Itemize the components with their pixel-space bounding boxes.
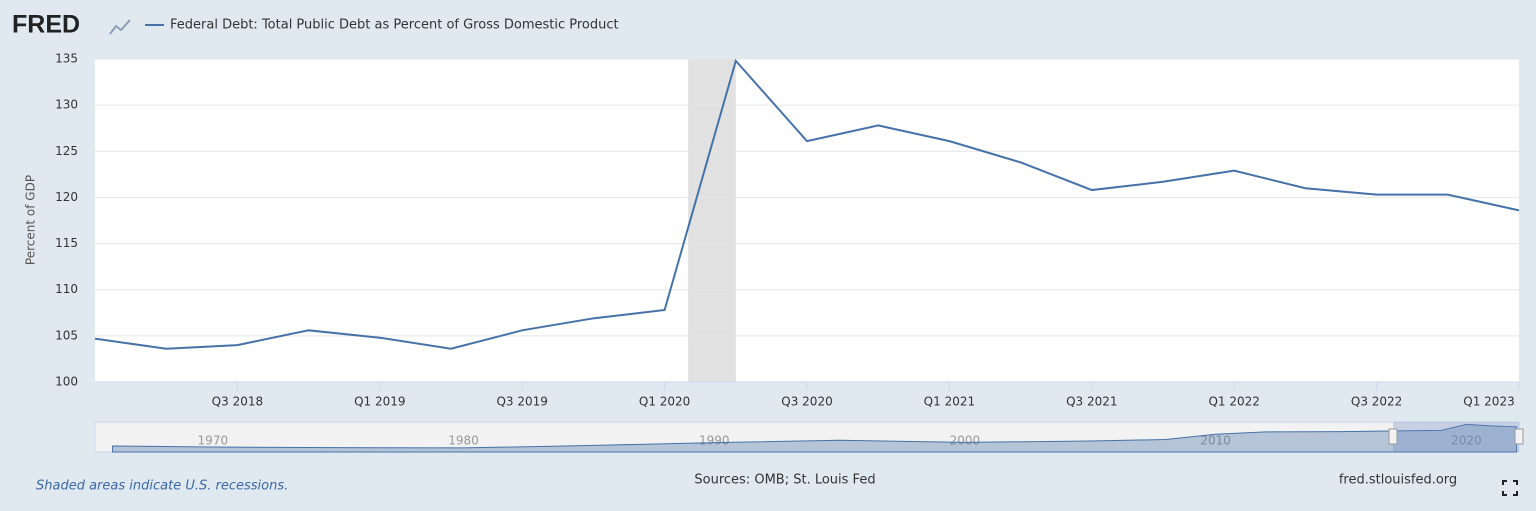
note: Shaded areas indicate U.S. recessions.	[36, 479, 288, 494]
y-tick-label: 105	[55, 328, 78, 342]
navigator-handle[interactable]	[1388, 428, 1398, 445]
x-tick-label: Q1 2020	[639, 395, 690, 409]
source: Sources: OMB; St. Louis Fed	[694, 473, 875, 488]
x-tick-label: Q3 2019	[496, 395, 547, 409]
x-tick-label: Q3 2018	[212, 395, 263, 409]
credit[interactable]: fred.stlouisfed.org	[1339, 473, 1457, 488]
y-tick-label: 120	[55, 190, 78, 204]
x-tick-label: Q1 2019	[354, 395, 405, 409]
x-tick-label: Q1 2023	[1463, 395, 1514, 409]
logo-icon	[109, 19, 131, 35]
x-tick-label: Q1 2022	[1208, 395, 1259, 409]
y-tick-label: 125	[55, 144, 78, 158]
y-tick-label: 115	[55, 236, 78, 250]
navigator-tick-label: 2020	[1451, 434, 1482, 448]
x-tick-label: Q3 2020	[781, 395, 832, 409]
y-tick-label: 135	[55, 52, 78, 66]
x-tick-label: Q1 2021	[924, 395, 975, 409]
logo[interactable]: FRED	[12, 11, 80, 39]
data-line	[94, 58, 1520, 350]
y-tick-label: 100	[55, 375, 78, 389]
navigator-handle[interactable]	[1514, 428, 1524, 445]
y-tick-label: 110	[55, 282, 78, 296]
navigator-tick-label: 1990	[699, 434, 730, 448]
recession-band	[688, 59, 736, 382]
x-tick-label: Q3 2021	[1066, 395, 1117, 409]
legend-entry[interactable]: Federal Debt: Total Public Debt as Perce…	[170, 18, 619, 33]
plot-area	[95, 59, 1519, 382]
navigator-area	[112, 423, 1517, 453]
navigator-window	[1393, 422, 1519, 452]
x-tick-label: Q3 2022	[1351, 395, 1402, 409]
navigator-tick-label: 1980	[448, 434, 479, 448]
fullscreen-button[interactable]	[1502, 480, 1518, 496]
navigator-tick-label: 2000	[950, 434, 981, 448]
y-axis-label: Percent of GDP	[24, 175, 38, 265]
navigator-tick-label: 2010	[1200, 434, 1231, 448]
y-tick-label: 130	[55, 98, 78, 112]
navigator-tick-label: 1970	[198, 434, 229, 448]
